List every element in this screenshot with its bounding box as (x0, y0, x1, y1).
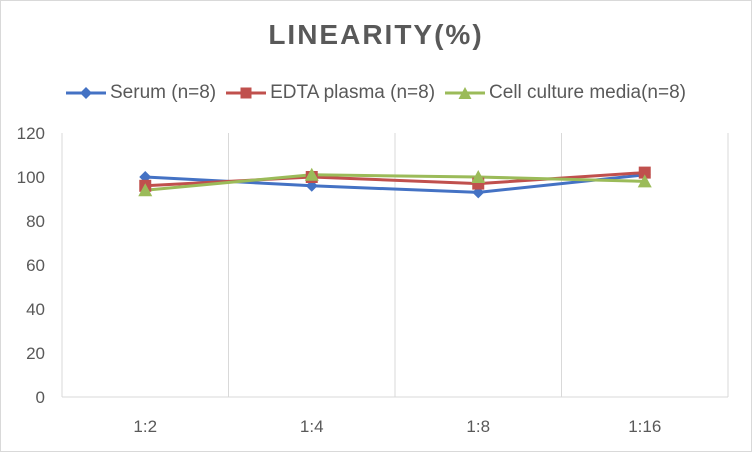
y-tick-label: 80 (26, 212, 45, 231)
data-point (304, 167, 319, 181)
legend-swatch-cell-culture-media (445, 87, 486, 99)
legend-label-edta-plasma: EDTA plasma (n=8) (270, 82, 436, 103)
series-line-2 (145, 173, 645, 192)
legend-swatch-edta-plasma (226, 87, 267, 99)
x-tick-label: 1:16 (628, 417, 661, 436)
legend-label-serum: Serum (n=8) (110, 82, 217, 103)
y-tick-label: 40 (26, 300, 45, 319)
legend-label-cell-culture-media: Cell culture media(n=8) (489, 82, 686, 103)
y-tick-label: 60 (26, 256, 45, 275)
y-tick-label: 100 (17, 168, 45, 187)
y-tick-label: 20 (26, 344, 45, 363)
data-point (637, 174, 652, 188)
legend: Serum (n=8) EDTA plasma (n=8) Cell cultu… (1, 79, 751, 107)
data-point (638, 166, 651, 179)
legend-swatch-serum (66, 87, 106, 99)
x-tick-label: 1:4 (300, 417, 324, 436)
x-tick-label: 1:8 (466, 417, 490, 436)
x-tick-label: 1:2 (133, 417, 157, 436)
y-tick-label: 0 (36, 388, 45, 407)
data-point (138, 183, 153, 197)
y-tick-label: 120 (17, 124, 45, 143)
data-point (471, 170, 486, 183)
legend-item-cell-culture-media: Cell culture media(n=8) (445, 82, 686, 104)
legend-item-edta-plasma: EDTA plasma (n=8) (226, 82, 435, 104)
legend-item-serum: Serum (n=8) (66, 82, 216, 104)
chart-title: LINEARITY(%) (268, 19, 484, 50)
